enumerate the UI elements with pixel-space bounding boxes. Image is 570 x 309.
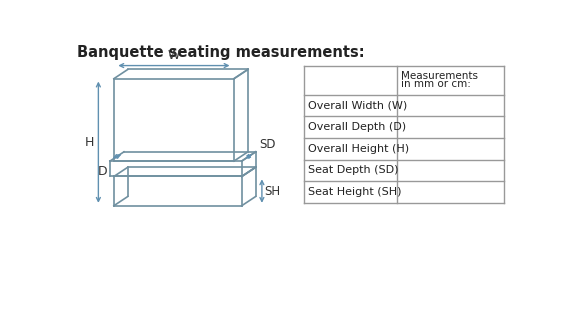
Text: Overall Depth (D): Overall Depth (D) bbox=[308, 122, 406, 132]
Text: H: H bbox=[84, 136, 93, 149]
Text: Banquette seating measurements:: Banquette seating measurements: bbox=[78, 45, 365, 60]
Text: Measurements: Measurements bbox=[401, 71, 478, 81]
Text: Overall Height (H): Overall Height (H) bbox=[308, 144, 409, 154]
Text: Overall Width (W): Overall Width (W) bbox=[308, 101, 407, 111]
Text: Seat Height (SH): Seat Height (SH) bbox=[308, 187, 401, 197]
Text: in mm or cm:: in mm or cm: bbox=[401, 79, 471, 89]
Text: Seat Depth (SD): Seat Depth (SD) bbox=[308, 165, 398, 175]
Text: SH: SH bbox=[264, 184, 280, 197]
Text: D: D bbox=[97, 165, 107, 178]
Text: W: W bbox=[168, 49, 180, 62]
Text: SD: SD bbox=[259, 138, 275, 151]
